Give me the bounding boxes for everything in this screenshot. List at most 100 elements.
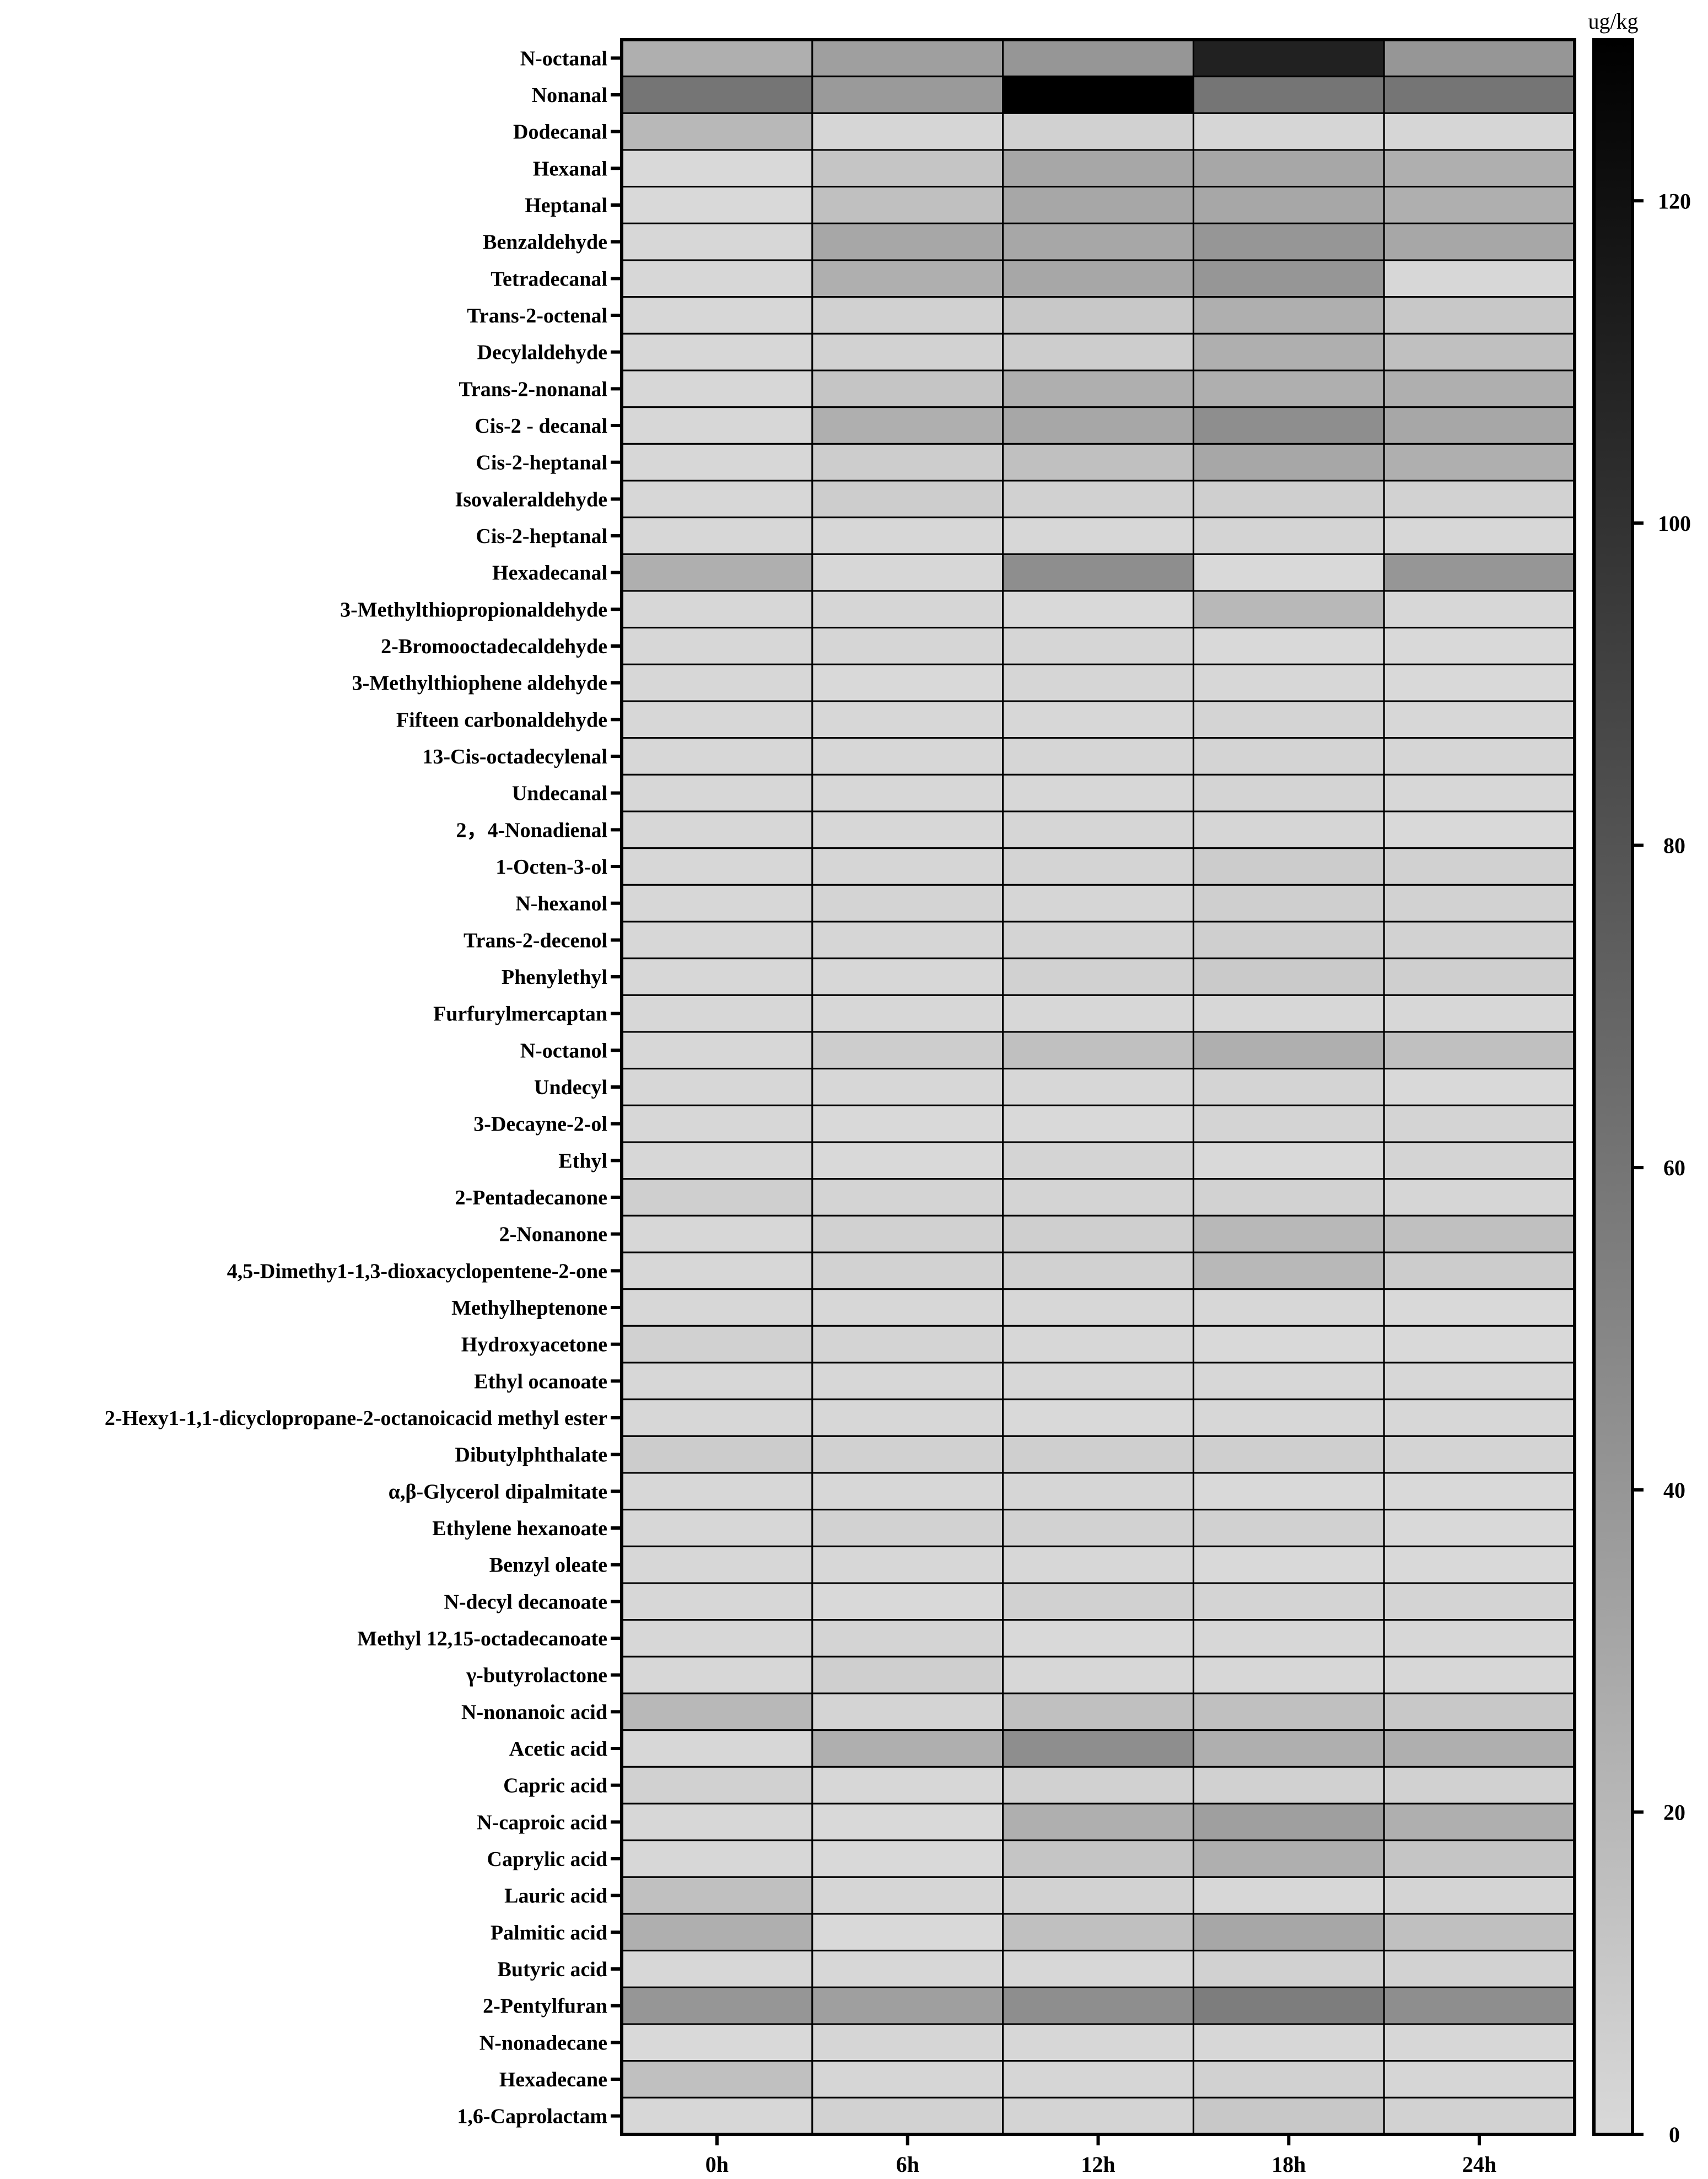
y-label: N-octanol bbox=[520, 1039, 607, 1062]
heatmap-cell bbox=[1192, 847, 1385, 886]
heatmap-cell bbox=[1192, 332, 1385, 372]
y-label: 2-Nonanone bbox=[499, 1223, 607, 1246]
heatmap-cell bbox=[1192, 1362, 1385, 1401]
y-label: Undecyl bbox=[534, 1076, 607, 1099]
heatmap-cell bbox=[811, 1435, 1004, 1474]
x-label: 18h bbox=[1271, 2152, 1306, 2177]
x-label: 12h bbox=[1081, 2152, 1115, 2177]
heatmap-cell bbox=[621, 1251, 813, 1290]
heatmap-cell bbox=[1383, 737, 1576, 776]
heatmap-cell bbox=[1383, 1178, 1576, 1217]
heatmap-cell bbox=[811, 1214, 1004, 1253]
heatmap-cell bbox=[1192, 1803, 1385, 1842]
heatmap-cell bbox=[621, 1104, 813, 1143]
heatmap-cell bbox=[621, 1141, 813, 1180]
x-label: 6h bbox=[896, 2152, 919, 2177]
heatmap-cell bbox=[1383, 1325, 1576, 1364]
heatmap-cell bbox=[1383, 1068, 1576, 1106]
x-axis-labels: 0h 6h 12h 18h 24h bbox=[705, 2134, 1496, 2177]
heatmap-cell bbox=[621, 1619, 813, 1658]
heatmap-cell bbox=[1192, 296, 1385, 335]
heatmap-cell bbox=[1192, 700, 1385, 739]
heatmap-cell bbox=[621, 76, 813, 114]
heatmap-cell bbox=[621, 149, 813, 188]
heatmap-cell bbox=[1002, 737, 1194, 776]
heatmap-cell bbox=[811, 406, 1004, 445]
heatmap-cell bbox=[621, 1986, 813, 2025]
heatmap-cell bbox=[1383, 259, 1576, 298]
heatmap-cell bbox=[1002, 480, 1194, 519]
heatmap-cell bbox=[621, 332, 813, 372]
y-label: 3-Methylthiophene aldehyde bbox=[352, 672, 607, 695]
heatmap-cell bbox=[1383, 222, 1576, 261]
heatmap-cell bbox=[621, 1435, 813, 1474]
y-label: Hexadecanal bbox=[492, 562, 607, 585]
y-label: Butyric acid bbox=[498, 1958, 607, 1981]
heatmap-cell bbox=[1192, 663, 1385, 702]
heatmap-cell bbox=[1002, 1692, 1194, 1731]
heatmap-cell bbox=[1002, 700, 1194, 739]
heatmap-cell bbox=[1192, 737, 1385, 776]
heatmap-cell bbox=[811, 296, 1004, 335]
heatmap-cell bbox=[811, 76, 1004, 114]
heatmap-cell bbox=[1002, 1803, 1194, 1842]
heatmap-cell bbox=[1192, 1435, 1385, 1474]
heatmap-cell bbox=[1192, 1839, 1385, 1878]
colorbar-tick-label: 40 bbox=[1663, 1478, 1685, 1503]
heatmap-cell bbox=[1002, 553, 1194, 592]
heatmap-cell bbox=[621, 296, 813, 335]
heatmap-cell bbox=[1192, 516, 1385, 555]
heatmap-cell bbox=[811, 2096, 1004, 2135]
heatmap-cell bbox=[1002, 76, 1194, 114]
heatmap-cell bbox=[1002, 1509, 1194, 1547]
y-label: γ-butyrolactone bbox=[466, 1664, 607, 1687]
heatmap-cell bbox=[1192, 2096, 1385, 2135]
heatmap-cell bbox=[811, 1950, 1004, 1988]
heatmap-cells bbox=[621, 39, 1576, 2135]
y-label: Decylaldehyde bbox=[477, 341, 607, 364]
heatmap-cell bbox=[621, 627, 813, 665]
heatmap-cell bbox=[1383, 1876, 1576, 1915]
heatmap-cell bbox=[811, 957, 1004, 996]
heatmap-cell bbox=[811, 1398, 1004, 1437]
heatmap-cell bbox=[621, 222, 813, 261]
heatmap-cell bbox=[1192, 773, 1385, 813]
colorbar bbox=[1592, 38, 1634, 2136]
heatmap-cell bbox=[1383, 921, 1576, 960]
y-label: N-hexanol bbox=[515, 892, 607, 916]
y-label: Hexanal bbox=[533, 157, 607, 180]
heatmap-cell bbox=[1002, 1178, 1194, 1217]
heatmap-cell bbox=[811, 149, 1004, 188]
heatmap-cell bbox=[1383, 39, 1576, 78]
heatmap-cell bbox=[621, 259, 813, 298]
heatmap-cell bbox=[811, 553, 1004, 592]
y-label: Hexadecane bbox=[499, 2068, 607, 2091]
heatmap-cell bbox=[1383, 1214, 1576, 1253]
y-label: 2，4-Nonadienal bbox=[456, 819, 607, 842]
heatmap-cell bbox=[1192, 1251, 1385, 1290]
colorbar-unit-label: ug/kg bbox=[1588, 9, 1638, 34]
heatmap-cell bbox=[1383, 957, 1576, 996]
heatmap-cell bbox=[621, 480, 813, 519]
heatmap-cell bbox=[1002, 921, 1194, 960]
heatmap-cell bbox=[1383, 773, 1576, 813]
y-label: Tetradecanal bbox=[491, 267, 607, 290]
y-label: Trans-2-octenal bbox=[467, 304, 607, 327]
heatmap-cell bbox=[1192, 957, 1385, 996]
heatmap-cell bbox=[1192, 222, 1385, 261]
heatmap-cell bbox=[811, 773, 1004, 813]
y-label: Dodecanal bbox=[513, 121, 607, 144]
heatmap-cell bbox=[1192, 1509, 1385, 1547]
heatmap-cell bbox=[1383, 1582, 1576, 1621]
heatmap-cell bbox=[811, 1655, 1004, 1694]
heatmap-cell bbox=[1002, 957, 1194, 996]
heatmap-cell bbox=[1002, 1986, 1194, 2025]
heatmap-cell bbox=[621, 369, 813, 408]
heatmap-cell bbox=[1002, 1141, 1194, 1180]
y-label: Lauric acid bbox=[504, 1885, 607, 1908]
heatmap-cell bbox=[1002, 1288, 1194, 1327]
heatmap-cell bbox=[1383, 847, 1576, 886]
heatmap-cell bbox=[1002, 1619, 1194, 1658]
heatmap-cell bbox=[1192, 1178, 1385, 1217]
